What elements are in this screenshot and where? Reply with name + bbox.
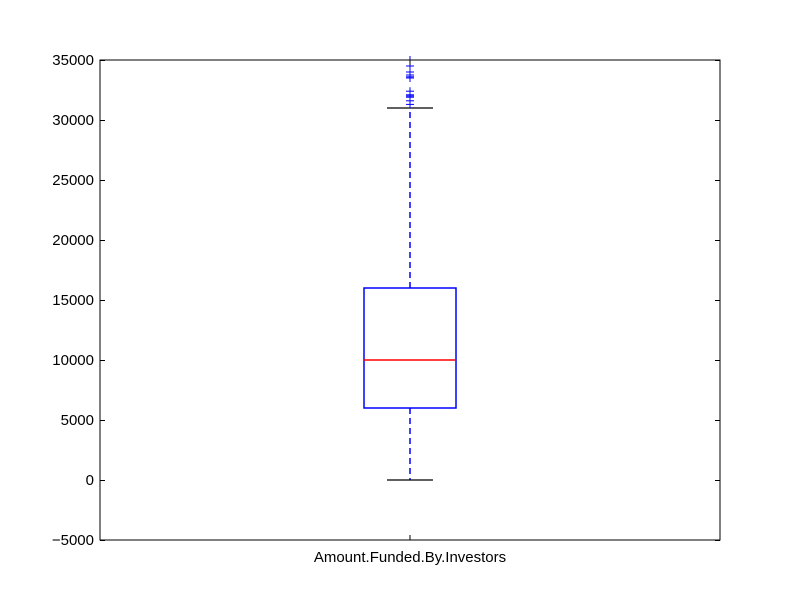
- y-tick-label: 20000: [52, 232, 94, 249]
- y-tick-label: 5000: [61, 412, 94, 429]
- y-tick-label: 0: [86, 472, 94, 489]
- plot-layer: [363, 56, 457, 481]
- y-tick-label: 35000: [52, 52, 94, 69]
- y-tick-label: 30000: [52, 112, 94, 129]
- interquartile-box: [363, 287, 457, 409]
- y-tick-label: 10000: [52, 352, 94, 369]
- y-tick-label: 25000: [52, 172, 94, 189]
- y-tick-label: 15000: [52, 292, 94, 309]
- ticks-layer: −5000 0 5000 10000 15000 20000 25000 30000 35000…: [52, 52, 720, 566]
- x-tick-label: Amount.Funded.By.Investors: [314, 549, 506, 566]
- y-tick-label: −5000: [52, 532, 94, 549]
